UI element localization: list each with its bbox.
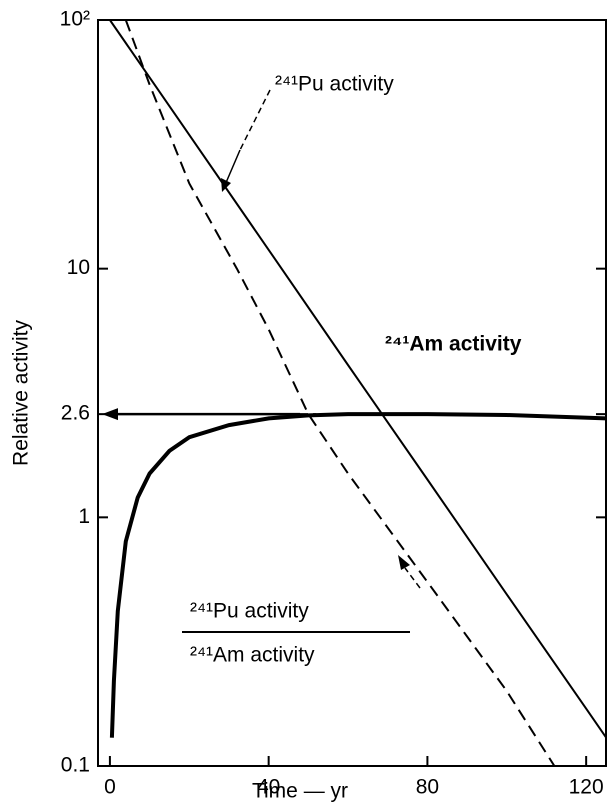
arrowhead: [102, 408, 118, 421]
leader-line: [404, 567, 421, 589]
series-line: [124, 20, 556, 766]
y-tick-label: 10: [67, 256, 90, 279]
x-tick-label: 40: [257, 776, 280, 799]
annotation: ²⁴¹Am activity: [190, 644, 315, 667]
x-tick-label: 120: [569, 776, 604, 799]
x-tick-label: 80: [416, 776, 439, 799]
leader-line: [224, 149, 241, 186]
y-tick-label: 1: [78, 505, 90, 528]
leader-line: [239, 89, 271, 151]
plot-frame: [97, 19, 607, 767]
y-axis-label: Relative activity: [10, 320, 33, 466]
arrowhead: [221, 178, 231, 192]
x-tick-label: 0: [104, 776, 116, 799]
y-tick-label: 10²: [60, 8, 90, 31]
y-tick-label: 0.1: [61, 754, 90, 777]
arrowhead: [398, 555, 410, 570]
annotation: ²⁴¹Pu activity: [275, 73, 394, 96]
annotation: ²⁴¹Pu activity: [190, 600, 309, 623]
annotation: ²⁴¹Am activity: [385, 333, 522, 356]
x-axis-label: Time — yr: [252, 780, 348, 803]
y-tick-label: 2.6: [61, 402, 90, 425]
series-line: [109, 20, 606, 740]
series-line: [109, 412, 606, 738]
